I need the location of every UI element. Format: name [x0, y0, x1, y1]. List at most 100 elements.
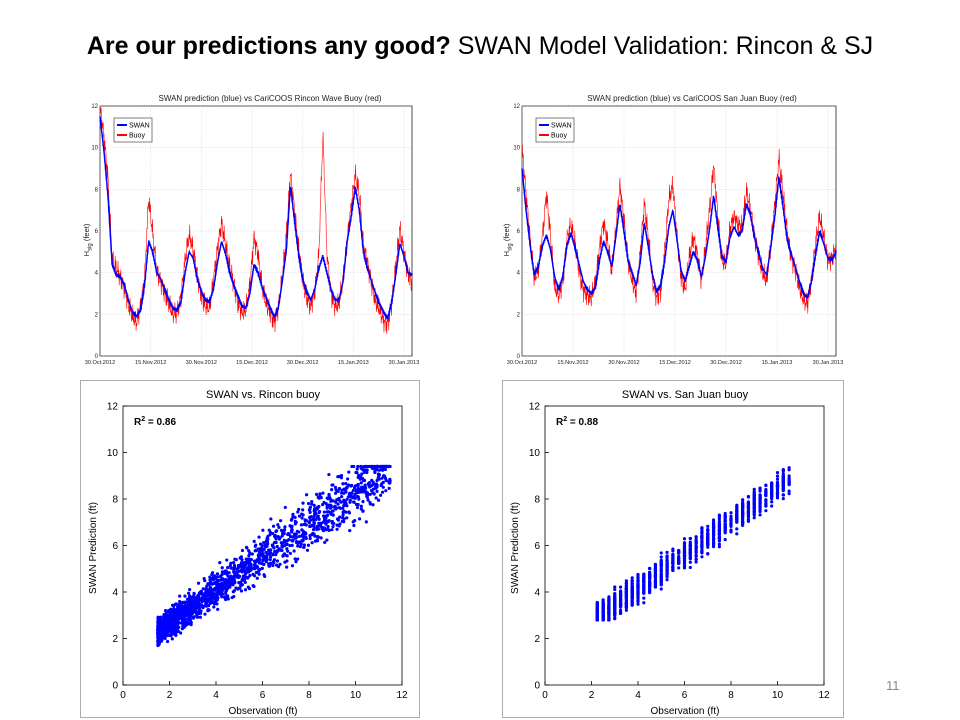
scatter-point: [303, 519, 308, 523]
scatter-point: [232, 574, 236, 578]
scatter-point: [188, 602, 192, 606]
scatter-point: [168, 618, 172, 623]
scatter-point: [200, 600, 204, 604]
scatter-point: [642, 601, 646, 605]
scatter-point: [384, 478, 388, 483]
scatter-point: [636, 582, 640, 586]
scatter-point: [321, 529, 326, 533]
scatter-point: [297, 534, 302, 538]
y-tick-label: 4: [534, 588, 540, 599]
y-tick-label: 0: [534, 681, 540, 692]
scatter-point: [247, 566, 251, 570]
scatter-point: [274, 553, 278, 557]
scatter-point: [223, 597, 228, 601]
rincon-scatter-chart: SWAN vs. Rincon buoy SWAN Prediction (ft…: [80, 380, 420, 718]
scatter-point: [172, 622, 176, 627]
scatter-point: [324, 514, 328, 518]
scatter-point: [258, 542, 263, 546]
scatter-point: [159, 615, 163, 619]
scatter-point: [271, 524, 276, 528]
scatter-point: [659, 587, 663, 591]
scatter-point: [381, 468, 385, 472]
scatter-point: [297, 530, 301, 534]
scatter-point: [630, 588, 634, 593]
series-layer: [521, 144, 837, 314]
scatter-point: [758, 505, 762, 510]
scatter-point: [160, 630, 164, 634]
scatter-point: [269, 551, 273, 555]
scatter-point: [221, 585, 225, 590]
scatter-point: [379, 493, 383, 497]
scatter-point: [234, 558, 238, 562]
svg-text:Hsig (feet): Hsig (feet): [82, 223, 94, 256]
scatter-point: [297, 507, 301, 511]
scatter-point: [383, 467, 388, 472]
scatter-point: [228, 585, 232, 589]
scatter-point: [265, 544, 269, 548]
scatter-point: [636, 572, 640, 577]
scatter-point: [285, 565, 289, 569]
scatter-point: [356, 488, 360, 493]
scatter-point: [746, 504, 751, 509]
scatter-point: [694, 548, 698, 552]
scatter-point: [618, 611, 623, 616]
scatter-point: [764, 504, 768, 508]
y-tick-label: 6: [112, 541, 118, 552]
scatter-point: [188, 587, 192, 592]
scatter-point: [752, 516, 756, 520]
scatter-point: [613, 597, 617, 601]
scatter-point: [601, 600, 605, 604]
scatter-point: [181, 613, 185, 617]
scatter-point: [273, 533, 277, 538]
scatter-point: [177, 611, 181, 616]
scatter-point: [677, 551, 681, 555]
slide-title: Are our predictions any good? SWAN Model…: [0, 32, 960, 61]
x-tick-label: 30.Jan.2013: [389, 360, 420, 366]
scatter-point: [219, 587, 223, 591]
scatter-point: [269, 555, 273, 559]
y-tick-label: 2: [517, 312, 521, 318]
scatter-point: [330, 528, 334, 532]
scatter-point: [618, 608, 623, 612]
y-tick-label: 0: [95, 354, 99, 360]
scatter-point: [198, 615, 202, 619]
scatter-point: [648, 566, 652, 570]
scatter-point: [380, 482, 384, 486]
x-tick-label: 30.Dec.2012: [287, 360, 319, 366]
scatter-point: [659, 574, 663, 579]
scatter-point: [318, 524, 322, 528]
scatter-point: [375, 483, 379, 487]
scatter-point: [694, 545, 698, 549]
scatter-point: [196, 581, 201, 585]
scatter-point: [618, 589, 623, 594]
tick-layer: 0 2 4 6 8 10 12 0 2 4 6 8 10 12: [107, 402, 408, 702]
scatter-point: [305, 548, 310, 552]
scatter-point: [268, 557, 272, 562]
scatter-point: [244, 570, 249, 574]
scatter-point: [387, 464, 391, 469]
scatter-point: [310, 502, 314, 506]
scatter-point: [624, 591, 628, 595]
x-tick-label: 2: [167, 690, 173, 701]
scatter-point: [373, 469, 377, 473]
scatter-point: [348, 491, 352, 495]
scatter-point: [312, 525, 316, 529]
scatter-point: [613, 603, 617, 607]
scatter-point: [613, 606, 617, 610]
scatter-point: [323, 540, 327, 544]
scatter-point: [388, 477, 392, 481]
scatter-point: [665, 554, 669, 558]
scatter-point: [164, 625, 168, 629]
scatter-point: [304, 493, 309, 497]
x-tick-label: 30.Oct.2012: [85, 360, 115, 366]
scatter-point: [321, 491, 325, 495]
scatter-point: [352, 523, 356, 528]
scatter-point: [735, 510, 739, 514]
scatter-point: [165, 639, 170, 644]
scatter-point: [232, 560, 236, 565]
x-tick-label: 30.Jan.2013: [813, 360, 844, 366]
x-tick-label: 15.Jan.2013: [338, 360, 369, 366]
scatter-point: [290, 524, 294, 529]
r2-annotation: R2 = 0.88: [556, 416, 598, 428]
scatter-point: [257, 572, 261, 576]
